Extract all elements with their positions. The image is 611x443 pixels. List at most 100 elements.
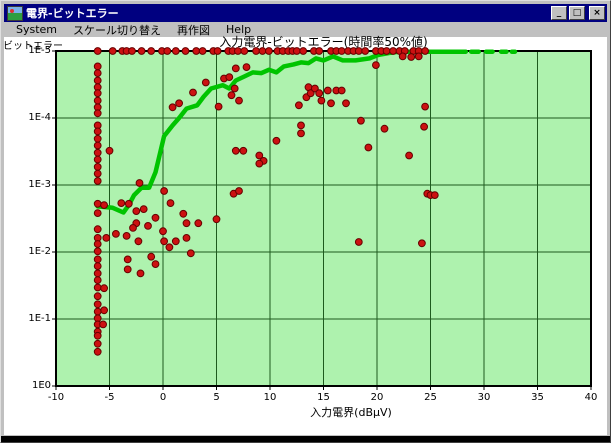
scatter-point xyxy=(93,127,102,136)
scatter-point xyxy=(255,159,264,168)
scatter-point xyxy=(357,116,365,125)
scatter-point xyxy=(136,269,145,278)
y-tick-label: 1E-5 xyxy=(28,45,51,56)
y-axis-title: ビットエラー xyxy=(3,41,63,52)
scatter-point xyxy=(93,163,102,171)
maximize-button[interactable]: □ xyxy=(569,6,585,20)
scatter-point xyxy=(129,224,137,232)
scatter-point xyxy=(99,320,107,329)
scatter-point xyxy=(240,47,249,55)
scatter-point xyxy=(93,209,102,218)
chart-title: 入力電界-ビットエラー(時間率50%値) xyxy=(219,35,428,49)
minimize-button[interactable]: _ xyxy=(551,6,567,20)
scatter-point xyxy=(179,209,188,218)
scatter-point xyxy=(93,155,102,164)
scatter-point xyxy=(295,101,303,110)
scatter-point xyxy=(389,47,398,55)
scatter-point xyxy=(405,151,414,160)
scatter-point xyxy=(182,219,191,228)
scatter-point xyxy=(364,143,373,152)
scatter-point xyxy=(414,52,423,61)
scatter-point xyxy=(171,47,180,55)
scatter-point xyxy=(163,47,172,55)
scatter-point xyxy=(100,284,108,293)
scatter-point xyxy=(354,238,363,246)
y-tick-label: 1E-3 xyxy=(28,179,51,190)
scatter-point xyxy=(144,222,152,230)
x-tick-label: 30 xyxy=(477,392,491,403)
scatter-point xyxy=(112,230,120,238)
scatter-point xyxy=(93,148,102,157)
scatter-point xyxy=(231,146,240,155)
scatter-point xyxy=(93,247,102,256)
scatter-point xyxy=(337,86,346,95)
scatter-point xyxy=(93,269,102,278)
scatter-point xyxy=(139,205,148,214)
y-tick-label: 1E-1 xyxy=(28,313,51,324)
x-tick-label: 15 xyxy=(317,392,330,403)
scatter-point xyxy=(198,47,207,55)
scatter-point xyxy=(93,347,102,356)
menu-item-system[interactable]: System xyxy=(16,23,58,36)
scatter-point xyxy=(137,47,146,55)
scatter-point xyxy=(93,225,102,234)
scatter-point xyxy=(342,99,350,108)
scatter-point xyxy=(93,141,102,150)
trend-line xyxy=(95,49,469,215)
scatter-point xyxy=(93,96,102,105)
x-tick-label: 40 xyxy=(584,392,598,403)
scatter-point xyxy=(166,199,175,208)
scatter-point xyxy=(315,89,324,98)
x-tick-label: -5 xyxy=(104,392,115,403)
app-icon[interactable] xyxy=(7,5,23,21)
scatter-point xyxy=(213,47,222,55)
y-tick-label: 1E-4 xyxy=(28,112,51,123)
scatter-point xyxy=(147,252,156,261)
scatter-point xyxy=(93,292,102,301)
scatter-point xyxy=(225,73,234,82)
scatter-point xyxy=(93,169,102,178)
scatter-point xyxy=(311,84,319,93)
scatter-point xyxy=(189,88,197,97)
menu-item-scale-switch[interactable]: スケール切り替え xyxy=(73,23,162,37)
y-tick-label: 1E0 xyxy=(31,380,51,391)
scatter-point xyxy=(231,64,240,73)
x-axis-title: 入力電界(dBμV) xyxy=(310,406,392,419)
close-button[interactable]: × xyxy=(589,6,605,20)
scatter-point xyxy=(123,255,132,264)
scatter-point xyxy=(201,78,210,87)
window-title: 電界-ビットエラー xyxy=(26,7,119,20)
scatter-point xyxy=(147,47,156,55)
scatter-point xyxy=(122,232,131,240)
x-tick-label: 5 xyxy=(213,392,220,403)
scatter-point xyxy=(420,122,429,131)
scatter-point xyxy=(100,201,108,210)
scatter-point xyxy=(124,199,133,208)
scatter-point xyxy=(160,187,168,195)
scatter-point xyxy=(93,199,102,208)
scatter-point xyxy=(230,84,239,93)
x-tick-label: -10 xyxy=(47,392,65,403)
scatter-point xyxy=(398,52,407,61)
scatter-point xyxy=(93,283,102,292)
menu-item-redraw[interactable]: 再作図 xyxy=(177,23,211,37)
scatter-point xyxy=(93,69,102,78)
scatter-point xyxy=(182,234,191,242)
scatter-point xyxy=(151,213,160,222)
scatter-point xyxy=(100,306,108,315)
scatter-point xyxy=(128,47,136,55)
scatter-point xyxy=(93,89,102,98)
scatter-point xyxy=(382,47,391,55)
scatter-point xyxy=(168,103,177,112)
scatter-point xyxy=(235,187,243,195)
menu-item-help[interactable]: Help xyxy=(226,23,252,36)
scatter-point xyxy=(93,240,102,248)
scatter-point xyxy=(299,47,308,55)
scatter-point xyxy=(105,146,114,155)
title-bar[interactable]: 電界-ビットエラー _ □ × xyxy=(4,4,607,22)
plot-border xyxy=(55,50,592,387)
scatter-point xyxy=(151,260,160,269)
x-tick-label: 10 xyxy=(263,392,277,403)
scatter-point xyxy=(186,249,195,258)
